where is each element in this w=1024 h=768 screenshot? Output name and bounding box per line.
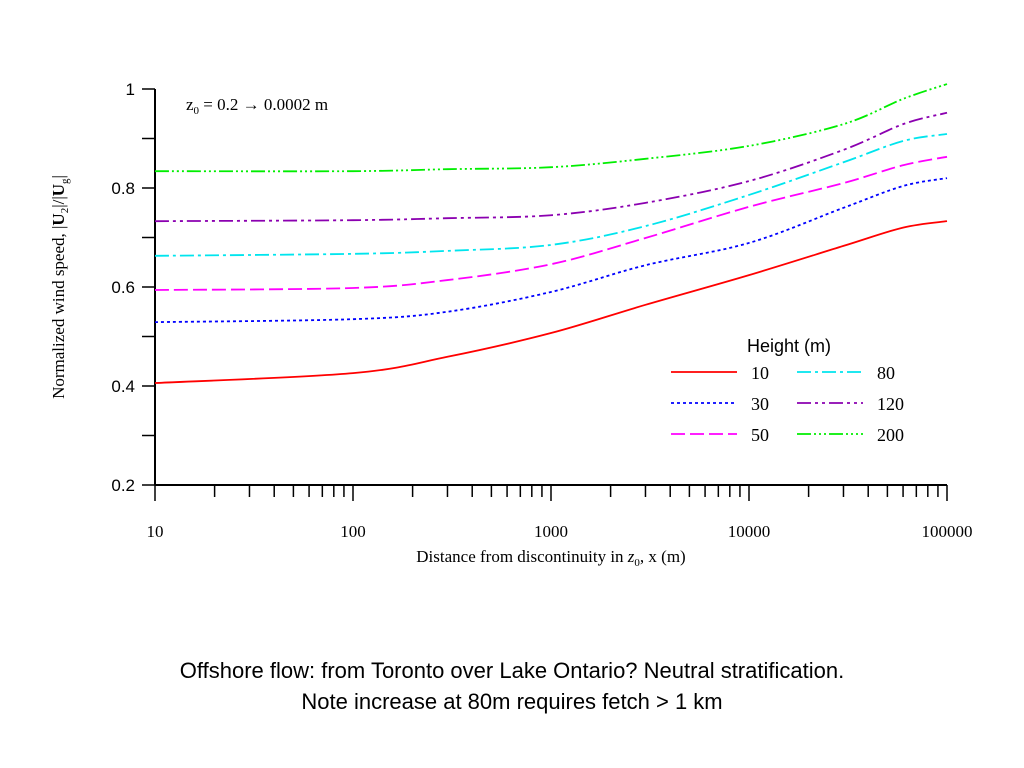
series-line-80 [154, 133, 948, 257]
x-axis-label: Distance from discontinuity in z0, x (m) [416, 547, 685, 569]
series-line-10 [154, 220, 948, 384]
y-tick-label: 1 [126, 80, 135, 99]
caption: Offshore flow: from Toronto over Lake On… [0, 655, 1024, 717]
legend-label-10: 10 [751, 363, 769, 383]
caption-line-1: Offshore flow: from Toronto over Lake On… [179, 658, 845, 683]
series-line-200 [154, 83, 948, 173]
series-lines [154, 83, 948, 384]
series-line-50 [154, 155, 948, 291]
annotation: z0 = 0.2 → 0.0002 m [186, 95, 328, 117]
legend-label-80: 80 [877, 363, 895, 383]
x-tick-label: 10 [147, 522, 164, 541]
legend-label-120: 120 [877, 394, 904, 414]
x-tick-label: 100 [340, 522, 366, 541]
legend-label-200: 200 [877, 425, 904, 445]
legend-label-50: 50 [751, 425, 769, 445]
legend-label-30: 30 [751, 394, 769, 414]
x-tick-label: 10000 [728, 522, 771, 541]
x-tick-label: 1000 [534, 522, 568, 541]
y-axis-label: Normalized wind speed, |U2|/|Ug| [49, 175, 71, 399]
y-tick-label: 0.8 [111, 179, 135, 198]
caption-line-2: Note increase at 80m requires fetch > 1 … [301, 689, 723, 714]
legend-title: Height (m) [747, 336, 831, 356]
axes: 0.2 0.4 0.6 0.8 1 10 100 1000 10000 100000 [111, 80, 972, 541]
y-tick-label: 0.4 [111, 377, 135, 396]
x-tick-label: 100000 [922, 522, 973, 541]
series-line-120 [154, 111, 948, 223]
y-tick-label: 0.6 [111, 278, 135, 297]
legend: Height (m) 10 30 50 80 120 200 [671, 336, 904, 445]
y-tick-label: 0.2 [111, 476, 135, 495]
